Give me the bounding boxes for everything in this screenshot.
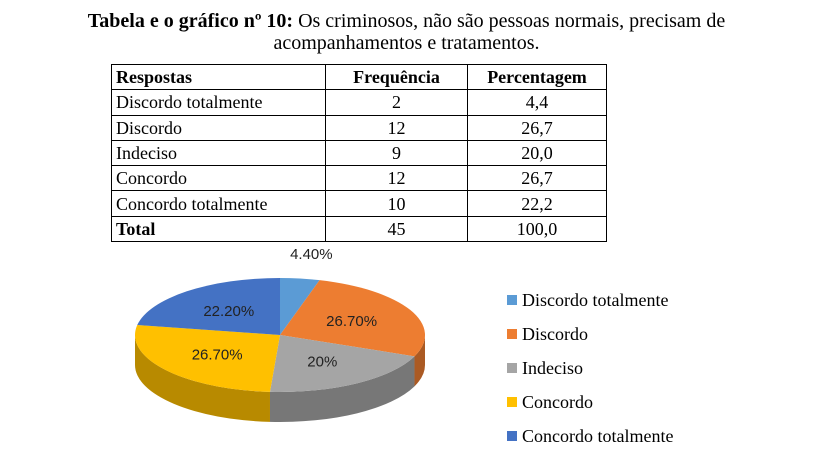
cell-frequencia: 45 bbox=[325, 215, 468, 243]
legend-swatch bbox=[507, 329, 517, 339]
title-prefix: Tabela e o gráfico nº 10: bbox=[87, 10, 294, 32]
pie-slice-discordo bbox=[280, 280, 426, 357]
cell-frequencia: 12 bbox=[325, 165, 468, 192]
cell-resposta: Discordo bbox=[111, 114, 326, 141]
cell-percentagem: 26,7 bbox=[467, 165, 607, 192]
pie-slice-side bbox=[414, 335, 425, 387]
pie-data-label: 26.70% bbox=[326, 313, 377, 330]
cell-resposta: Concordo bbox=[111, 165, 326, 192]
pie-data-label: 26.70% bbox=[192, 346, 243, 363]
legend-item: Concordo totalmente bbox=[507, 419, 673, 453]
legend-item: Discordo bbox=[507, 317, 673, 351]
title-line2: acompanhamentos e tratamentos. bbox=[273, 32, 540, 54]
legend-item: Discordo totalmente bbox=[507, 283, 673, 317]
pie-slice-concordo-totalmente bbox=[137, 278, 280, 335]
legend-label: Concordo totalmente bbox=[522, 425, 674, 446]
pie-slice-indeciso bbox=[269, 335, 415, 392]
pie-slice-side bbox=[135, 335, 270, 422]
pie-slice-concordo bbox=[135, 325, 280, 392]
cell-percentagem: 20,0 bbox=[467, 139, 607, 167]
pie-data-label: 4.40% bbox=[290, 246, 333, 263]
cell-resposta: Concordo totalmente bbox=[111, 190, 326, 217]
frequency-table: Respostas Frequência Percentagem Discord… bbox=[111, 63, 607, 243]
chart-legend: Discordo totalmente Discordo Indeciso Conco… bbox=[507, 283, 673, 453]
cell-percentagem: 4,4 bbox=[467, 89, 607, 116]
cell-resposta: Indeciso bbox=[111, 139, 326, 167]
legend-item: Concordo bbox=[507, 385, 673, 419]
cell-percentagem: 22,2 bbox=[467, 190, 607, 217]
chart-title: Tabela e o gráfico nº 10: Os criminosos,… bbox=[0, 10, 813, 54]
table-row: Indeciso 9 20,0 bbox=[111, 139, 607, 167]
table-row-total: Total 45 100,0 bbox=[111, 215, 607, 243]
table-header-row: Respostas Frequência Percentagem bbox=[111, 63, 607, 91]
table-row: Discordo totalmente 2 4,4 bbox=[111, 89, 607, 116]
table-row: Discordo 12 26,7 bbox=[111, 114, 607, 141]
pie-data-label: 22.20% bbox=[203, 303, 254, 320]
legend-label: Discordo totalmente bbox=[522, 289, 669, 310]
cell-percentagem: 26,7 bbox=[467, 114, 607, 141]
pie-slice-side bbox=[269, 356, 415, 422]
pie-data-label: 20% bbox=[307, 354, 337, 371]
legend-label: Concordo bbox=[522, 391, 593, 412]
cell-frequencia: 10 bbox=[325, 190, 468, 217]
legend-item: Indeciso bbox=[507, 351, 673, 385]
table-row: Concordo 12 26,7 bbox=[111, 165, 607, 192]
legend-label: Indeciso bbox=[522, 357, 583, 378]
legend-swatch bbox=[507, 363, 517, 373]
legend-label: Discordo bbox=[522, 323, 588, 344]
header-percentagem: Percentagem bbox=[467, 63, 607, 91]
title-text: Os criminosos, não são pessoas normais, … bbox=[293, 10, 726, 32]
cell-resposta: Discordo totalmente bbox=[111, 89, 326, 116]
legend-swatch bbox=[507, 397, 517, 407]
cell-frequencia: 9 bbox=[325, 139, 468, 167]
legend-swatch bbox=[507, 295, 517, 305]
cell-percentagem: 100,0 bbox=[467, 215, 607, 243]
cell-frequencia: 2 bbox=[325, 89, 468, 116]
cell-resposta: Total bbox=[111, 215, 326, 243]
legend-swatch bbox=[507, 431, 517, 441]
pie-chart: 4.40% 26.70% 20% 26.70% 22.20% bbox=[135, 246, 426, 422]
cell-frequencia: 12 bbox=[325, 114, 468, 141]
pie-slice-discordo-totalmente bbox=[280, 278, 320, 335]
header-frequencia: Frequência bbox=[325, 63, 468, 91]
table-row: Concordo totalmente 10 22,2 bbox=[111, 190, 607, 217]
header-respostas: Respostas bbox=[111, 63, 326, 91]
